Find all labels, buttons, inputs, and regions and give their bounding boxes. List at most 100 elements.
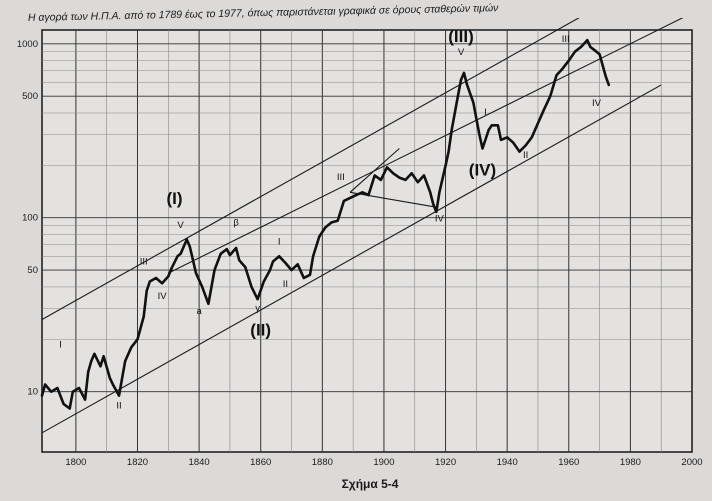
wave-label: I <box>278 237 281 248</box>
data-point <box>380 179 382 181</box>
data-point <box>155 277 157 279</box>
data-point <box>272 260 274 263</box>
data-point <box>589 46 592 48</box>
wave-label: (IV) <box>469 160 496 179</box>
x-tick-label: 1860 <box>250 457 271 468</box>
y-tick-label: 100 <box>22 213 38 224</box>
wave-label: (II) <box>250 321 271 340</box>
plot-area <box>41 29 693 453</box>
data-point <box>537 122 539 124</box>
data-point <box>481 147 484 150</box>
data-point <box>44 383 46 386</box>
data-point <box>185 238 188 241</box>
trend-channel-line <box>42 84 662 434</box>
wave-label: II <box>523 150 528 161</box>
data-point <box>336 219 339 222</box>
data-point <box>68 407 71 410</box>
data-point <box>167 275 170 278</box>
data-point <box>460 79 462 81</box>
wave-label: I <box>59 339 62 350</box>
data-point <box>93 352 96 355</box>
trend-channel-line <box>42 18 580 320</box>
data-point <box>235 247 238 249</box>
data-point <box>330 221 333 224</box>
data-point <box>318 235 321 238</box>
trend-channel-line <box>168 18 684 274</box>
data-point <box>506 136 509 139</box>
data-point <box>179 252 182 255</box>
data-point <box>607 84 610 86</box>
wave-label: IV <box>158 291 168 302</box>
data-point <box>87 371 90 373</box>
y-tick-label: 1000 <box>17 39 38 50</box>
data-point <box>41 394 43 397</box>
data-point <box>195 272 197 275</box>
wave-label: γ <box>255 303 260 314</box>
data-point <box>512 141 515 144</box>
data-point <box>497 124 499 127</box>
data-point <box>432 203 435 205</box>
wave-label: I <box>484 107 487 118</box>
data-point <box>518 150 521 153</box>
data-point <box>201 286 204 288</box>
data-point <box>416 181 419 184</box>
data-point <box>490 124 493 127</box>
data-point <box>549 95 552 97</box>
data-point <box>429 191 432 194</box>
data-point <box>561 67 564 70</box>
data-point <box>262 280 265 283</box>
data-point <box>108 377 111 379</box>
data-point <box>543 108 545 111</box>
data-point <box>567 59 570 62</box>
data-point <box>580 46 582 48</box>
data-point <box>450 129 453 131</box>
data-point <box>309 273 311 276</box>
x-tick-label: 1920 <box>435 457 456 468</box>
series-line <box>40 38 611 410</box>
data-point <box>392 172 395 175</box>
y-tick-label: 500 <box>22 91 38 102</box>
x-tick-label: 1900 <box>373 457 394 468</box>
x-tick-label: 1980 <box>620 457 641 468</box>
data-point <box>349 197 351 199</box>
data-point <box>71 390 74 393</box>
wave-label: β <box>233 218 239 229</box>
data-point <box>595 50 598 53</box>
data-point <box>244 266 247 268</box>
y-tick-label: 10 <box>27 387 38 398</box>
data-point <box>312 255 314 258</box>
data-point <box>604 75 607 78</box>
chart-title: Η αγορά των Η.Π.Α. από το 1789 έως το 19… <box>28 2 499 24</box>
data-point <box>444 164 447 167</box>
wave-label: III <box>562 34 570 45</box>
data-point <box>296 263 299 266</box>
y-tick-label: 50 <box>27 265 38 276</box>
data-point <box>118 394 120 397</box>
data-point <box>438 191 441 194</box>
wave-label: IV <box>435 214 445 225</box>
data-point <box>555 74 558 77</box>
data-point <box>269 269 271 271</box>
data-point <box>435 211 438 213</box>
data-point <box>99 365 102 368</box>
wave-label: II <box>283 279 288 290</box>
wave-label: (I) <box>166 189 182 208</box>
data-point <box>423 174 425 177</box>
data-point <box>574 50 576 53</box>
data-point <box>487 129 490 131</box>
data-point <box>355 194 358 197</box>
data-point <box>290 269 293 271</box>
data-point <box>189 246 191 248</box>
data-point <box>130 346 133 349</box>
wave-label: III <box>140 256 148 267</box>
data-point <box>145 289 148 292</box>
wave-label: II <box>116 401 121 412</box>
data-point <box>176 255 179 258</box>
data-point <box>472 101 475 104</box>
data-point <box>373 174 376 177</box>
data-point <box>148 280 151 283</box>
data-point <box>90 360 93 362</box>
data-point <box>78 387 80 389</box>
data-point <box>361 191 364 194</box>
